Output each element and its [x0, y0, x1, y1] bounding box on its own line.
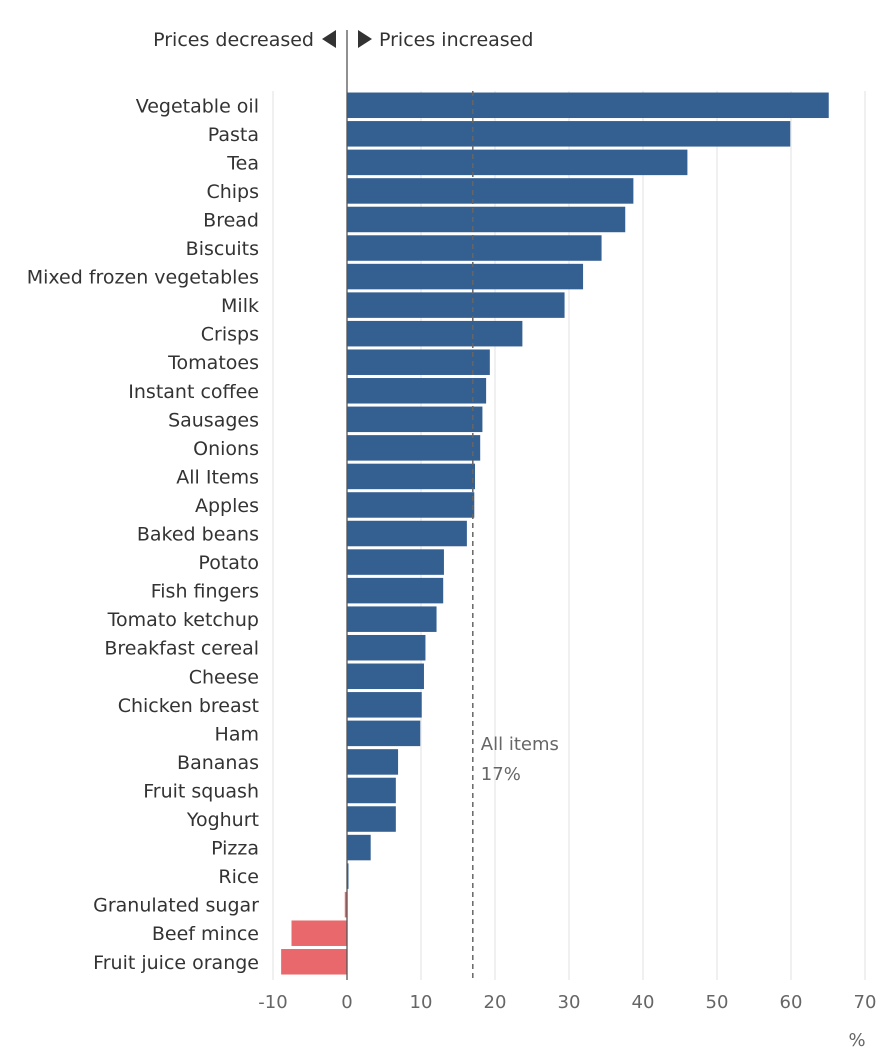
bar [347, 777, 396, 804]
category-label: Milk [221, 295, 259, 317]
x-tick-label: 0 [341, 992, 352, 1013]
category-label: Biscuits [186, 238, 259, 260]
category-label: Rice [218, 866, 259, 888]
category-label: Vegetable oil [136, 95, 259, 117]
bar [291, 920, 347, 946]
category-label: Beef mince [152, 923, 259, 945]
x-tick-label: 20 [484, 992, 507, 1013]
bar [347, 149, 688, 176]
bar [347, 263, 584, 290]
bar [347, 121, 791, 147]
bar [347, 292, 565, 318]
category-label: Crisps [201, 324, 259, 346]
bar [281, 949, 347, 975]
category-label: Pasta [208, 124, 259, 146]
bar [347, 549, 444, 575]
category-label: Onions [193, 438, 259, 460]
arrow-right-icon [358, 30, 372, 48]
bar [347, 349, 490, 375]
bar [347, 206, 626, 233]
category-label: Tomato ketchup [107, 609, 259, 631]
bar [347, 378, 487, 404]
x-tick-label: 50 [706, 992, 729, 1013]
bar [347, 806, 396, 832]
category-label: Chicken breast [118, 695, 259, 717]
prices-increased-label: Prices increased [379, 29, 533, 51]
category-label: Pizza [211, 838, 259, 860]
category-label: Granulated sugar [93, 895, 259, 917]
x-tick-label: -10 [258, 992, 287, 1013]
category-label: Baked beans [137, 524, 259, 546]
category-label: Breakfast cereal [104, 638, 259, 660]
category-label: Potato [198, 552, 259, 574]
prices-decreased-label: Prices decreased [153, 29, 314, 51]
bar [347, 663, 424, 690]
bar [344, 891, 347, 918]
x-tick-label: 30 [558, 992, 581, 1013]
category-label: Sausages [168, 409, 259, 431]
bar [347, 692, 422, 718]
bar [347, 606, 437, 632]
reference-line-label: All items [481, 734, 559, 755]
x-axis-unit-label: % [848, 1030, 865, 1051]
category-label: Apples [195, 495, 259, 517]
category-label: Bread [203, 209, 259, 231]
bar [347, 720, 421, 747]
bar [347, 92, 829, 119]
x-tick-label: 70 [854, 992, 877, 1013]
category-label: Yoghurt [186, 809, 259, 831]
arrow-left-icon [322, 30, 336, 48]
bar [347, 406, 483, 433]
category-label: Chips [206, 181, 259, 203]
bar [347, 235, 602, 261]
x-tick-label: 40 [632, 992, 655, 1013]
bar [347, 834, 371, 861]
category-label: Instant coffee [128, 381, 259, 403]
bar [347, 520, 467, 547]
category-label: Fruit juice orange [93, 952, 259, 974]
category-label: All Items [176, 466, 259, 488]
bar [347, 178, 634, 204]
x-tick-label: 10 [410, 992, 433, 1013]
x-tick-label: 60 [780, 992, 803, 1013]
bar [347, 320, 523, 347]
category-label: Ham [215, 723, 259, 745]
bar [347, 577, 444, 604]
category-label: Tea [226, 152, 259, 174]
bar [347, 463, 476, 490]
category-label: Fruit squash [143, 780, 259, 802]
category-label: Fish fingers [151, 581, 259, 603]
bar [347, 749, 399, 775]
category-label: Bananas [177, 752, 259, 774]
category-labels: Vegetable oil Pasta Tea Chips Bread Biscuits M… [27, 95, 259, 974]
bars [281, 92, 829, 975]
category-label: Cheese [189, 666, 259, 688]
category-label: Mixed frozen vegetables [27, 267, 259, 289]
reference-line-value: 17% [481, 764, 521, 785]
bar [347, 492, 475, 518]
x-axis-tick-labels: -10 0 10 20 30 40 50 60 70 [258, 992, 876, 1013]
bar [347, 634, 426, 661]
category-label: Tomatoes [167, 352, 259, 374]
bar [347, 863, 349, 889]
bar [347, 435, 481, 461]
